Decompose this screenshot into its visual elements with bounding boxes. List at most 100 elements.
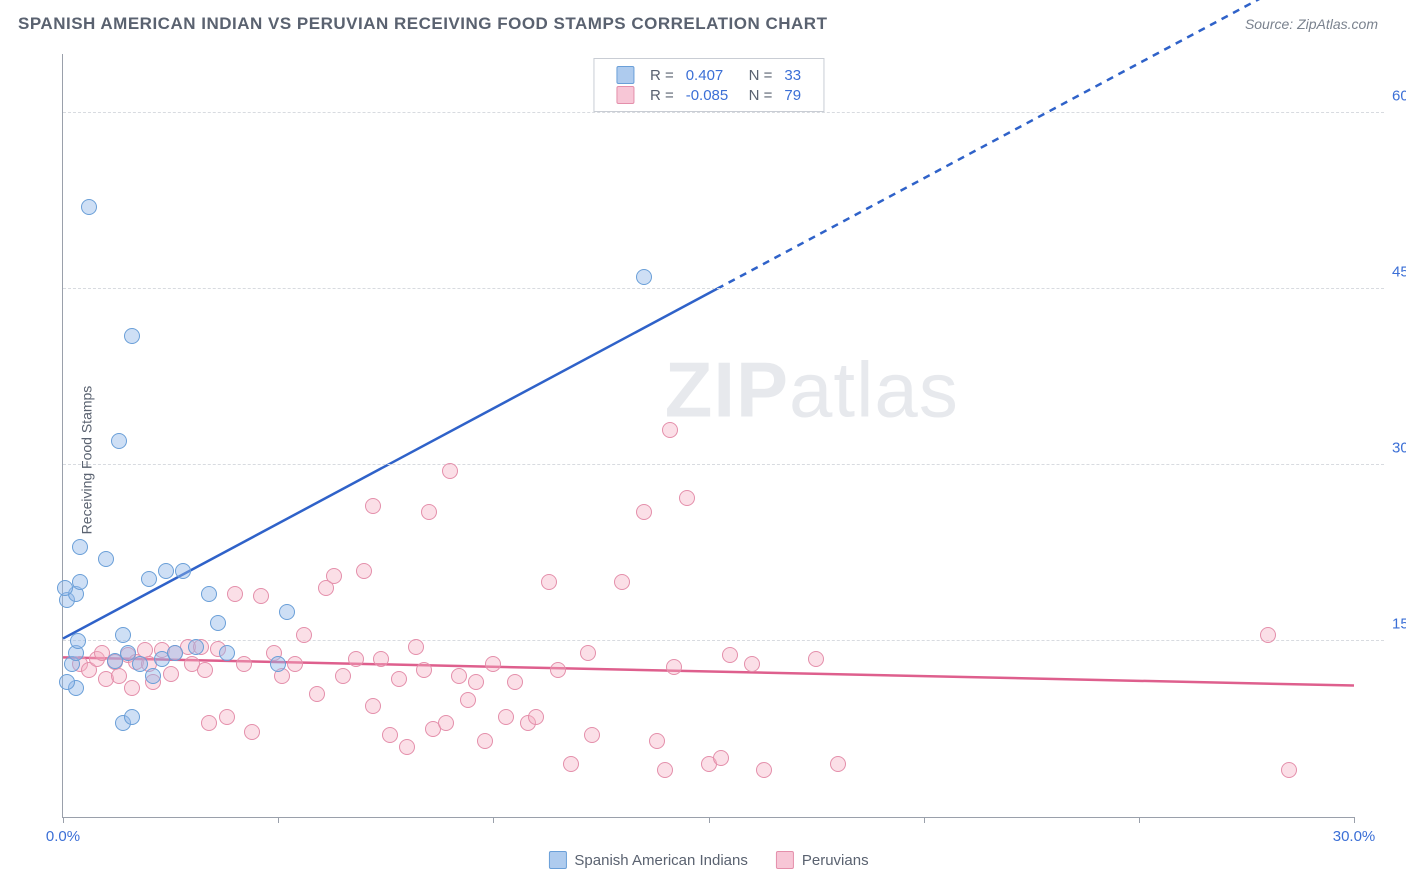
data-point: [253, 588, 269, 604]
gridline: [63, 112, 1384, 113]
data-point: [197, 662, 213, 678]
data-point: [141, 571, 157, 587]
data-point: [120, 645, 136, 661]
legend-series-name: Peruvians: [802, 852, 869, 869]
legend-n-value: 33: [778, 65, 807, 85]
data-point: [830, 756, 846, 772]
data-point: [287, 656, 303, 672]
legend-swatch: [776, 851, 794, 869]
data-point: [188, 639, 204, 655]
data-point: [421, 504, 437, 520]
legend-n-label: N =: [734, 65, 778, 85]
data-point: [201, 586, 217, 602]
legend-item: Spanish American Indians: [548, 851, 747, 869]
data-point: [219, 709, 235, 725]
legend-r-label: R =: [644, 65, 680, 85]
legend-swatch: [548, 851, 566, 869]
x-tick: [1139, 817, 1140, 823]
data-point: [722, 647, 738, 663]
source-attribution: Source: ZipAtlas.com: [1245, 16, 1378, 32]
data-point: [365, 498, 381, 514]
legend-r-label: R =: [644, 85, 680, 105]
data-point: [408, 639, 424, 655]
legend-r-value: -0.085: [680, 85, 735, 105]
data-point: [356, 563, 372, 579]
data-point: [72, 574, 88, 590]
data-point: [550, 662, 566, 678]
data-point: [163, 666, 179, 682]
data-point: [416, 662, 432, 678]
data-point: [296, 627, 312, 643]
legend-swatch: [616, 86, 634, 104]
data-point: [507, 674, 523, 690]
watermark: ZIPatlas: [665, 344, 959, 435]
data-point: [657, 762, 673, 778]
x-tick-label: 0.0%: [46, 828, 80, 845]
data-point: [175, 563, 191, 579]
data-point: [666, 659, 682, 675]
data-point: [460, 692, 476, 708]
data-point: [808, 651, 824, 667]
data-point: [236, 656, 252, 672]
legend-n-value: 79: [778, 85, 807, 105]
trend-lines: [63, 54, 1354, 817]
x-tick: [1354, 817, 1355, 823]
x-tick: [924, 817, 925, 823]
data-point: [115, 627, 131, 643]
data-point: [451, 668, 467, 684]
correlation-legend: R =0.407 N =33R =-0.085 N =79: [593, 58, 824, 112]
data-point: [132, 656, 148, 672]
chart-title: SPANISH AMERICAN INDIAN VS PERUVIAN RECE…: [18, 14, 827, 34]
data-point: [399, 739, 415, 755]
data-point: [348, 651, 364, 667]
data-point: [528, 709, 544, 725]
data-point: [309, 686, 325, 702]
data-point: [145, 668, 161, 684]
data-point: [57, 580, 73, 596]
plot-area: ZIPatlas R =0.407 N =33R =-0.085 N =79 S…: [62, 54, 1354, 818]
data-point: [391, 671, 407, 687]
series-legend: Spanish American Indians Peruvians: [548, 851, 868, 869]
data-point: [227, 586, 243, 602]
data-point: [111, 668, 127, 684]
data-point: [124, 709, 140, 725]
data-point: [210, 615, 226, 631]
data-point: [111, 433, 127, 449]
data-point: [279, 604, 295, 620]
data-point: [124, 328, 140, 344]
data-point: [649, 733, 665, 749]
data-point: [72, 539, 88, 555]
data-point: [614, 574, 630, 590]
gridline: [63, 640, 1384, 641]
x-tick: [63, 817, 64, 823]
data-point: [335, 668, 351, 684]
data-point: [167, 645, 183, 661]
legend-row: R =-0.085 N =79: [610, 85, 807, 105]
legend-item: Peruvians: [776, 851, 869, 869]
data-point: [1260, 627, 1276, 643]
data-point: [713, 750, 729, 766]
data-point: [580, 645, 596, 661]
data-point: [219, 645, 235, 661]
data-point: [744, 656, 760, 672]
x-tick: [278, 817, 279, 823]
data-point: [679, 490, 695, 506]
data-point: [438, 715, 454, 731]
data-point: [382, 727, 398, 743]
data-point: [326, 568, 342, 584]
data-point: [158, 563, 174, 579]
legend-r-value: 0.407: [680, 65, 735, 85]
gridline: [63, 464, 1384, 465]
data-point: [468, 674, 484, 690]
data-point: [636, 504, 652, 520]
data-point: [98, 551, 114, 567]
data-point: [1281, 762, 1297, 778]
y-tick-label: 15.0%: [1384, 615, 1406, 632]
legend-n-label: N =: [734, 85, 778, 105]
data-point: [201, 715, 217, 731]
data-point: [636, 269, 652, 285]
y-tick-label: 30.0%: [1384, 439, 1406, 456]
data-point: [477, 733, 493, 749]
data-point: [244, 724, 260, 740]
data-point: [59, 674, 75, 690]
